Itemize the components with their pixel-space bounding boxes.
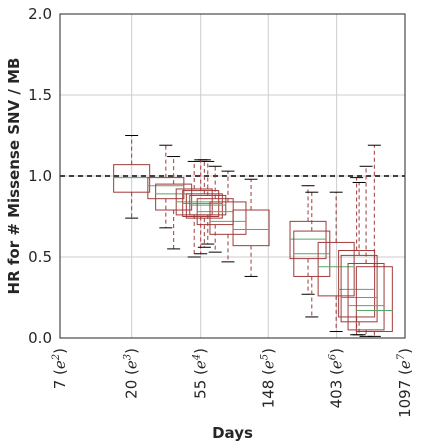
box-iqr: [209, 201, 247, 235]
box-8: [209, 170, 247, 263]
x-tick-label-3: 148 (e5): [259, 348, 277, 408]
y-tick-label-2: 1.0: [28, 167, 52, 185]
x-tick-label-2: 55 (e4): [192, 348, 210, 399]
box-iqr: [155, 183, 193, 211]
y-tick-label-4: 2.0: [28, 5, 52, 23]
box-9: [232, 178, 270, 277]
box-iqr: [289, 220, 327, 260]
box-10: [289, 185, 327, 295]
box-iqr: [147, 177, 185, 200]
box-series: [113, 135, 393, 337]
y-tick-label-1: 0.5: [28, 248, 52, 266]
box-2: [155, 156, 193, 250]
x-axis-label: Days: [212, 424, 253, 442]
box-iqr: [185, 193, 223, 219]
x-tick-label-4: 403 (e6): [328, 348, 346, 408]
box-14: [340, 181, 378, 336]
box-1: [147, 144, 185, 229]
y-axis-label: HR for # Missense SNV / MB: [5, 58, 23, 295]
box-15: [347, 165, 385, 337]
box-6: [189, 160, 227, 245]
box-12: [317, 191, 355, 333]
box-iqr: [355, 266, 393, 333]
box-iqr: [113, 164, 151, 193]
plot-frame: [59, 13, 406, 339]
box-5: [185, 159, 223, 248]
x-tick-label-1: 20 (e3): [123, 348, 141, 399]
y-tick-label-3: 1.5: [28, 86, 52, 104]
y-tick-labels: 0.0 0.5 1.0 1.5 2.0: [28, 5, 52, 347]
box-0: [113, 135, 151, 219]
box-iqr: [347, 262, 385, 331]
box-iqr: [340, 254, 378, 323]
box-11: [293, 191, 331, 318]
box-7: [196, 165, 234, 253]
x-tick-labels: 7 (e2) 20 (e3) 55 (e4) 148 (e5) 403 (e6) 1097…: [51, 348, 414, 418]
box-iqr: [232, 209, 270, 247]
y-tick-label-0: 0.0: [28, 329, 52, 347]
box-16: [355, 144, 393, 337]
x-tick-label-5: 1097 (e7): [396, 348, 414, 418]
box-iqr: [317, 241, 355, 297]
x-tick-label-0: 7 (e2): [51, 348, 69, 389]
